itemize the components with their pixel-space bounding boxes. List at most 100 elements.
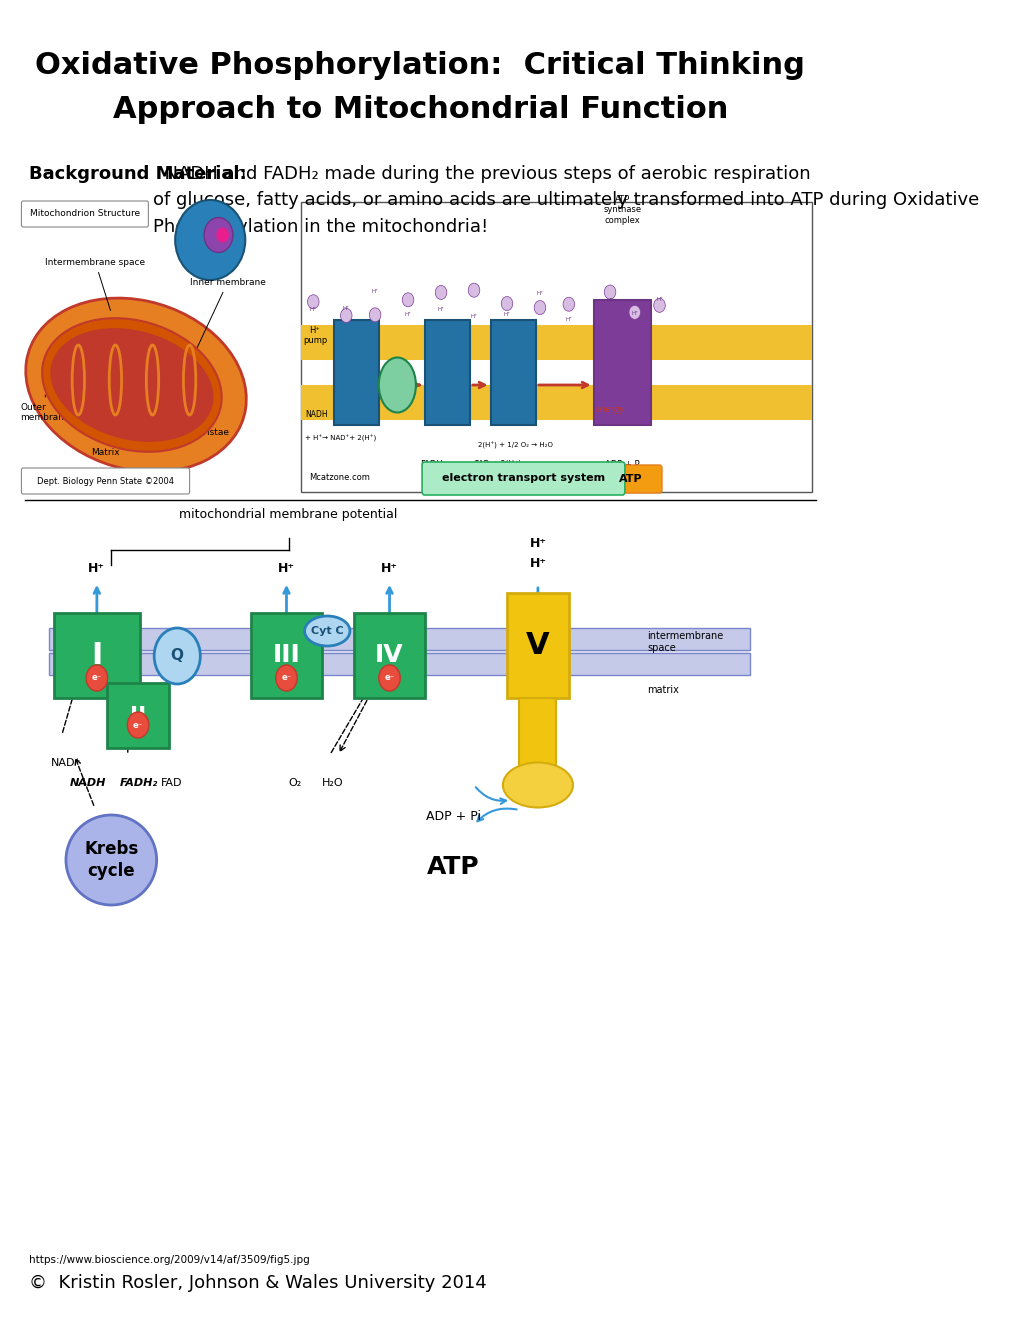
Text: Mcatzone.com: Mcatzone.com xyxy=(309,474,370,483)
Circle shape xyxy=(369,302,380,315)
Ellipse shape xyxy=(66,814,157,906)
Text: NADH: NADH xyxy=(305,411,327,420)
Text: e⁻: e⁻ xyxy=(132,721,143,730)
Circle shape xyxy=(534,285,545,300)
Bar xyxy=(424,319,470,425)
Text: H⁺: H⁺ xyxy=(565,312,572,317)
Ellipse shape xyxy=(378,358,416,412)
Circle shape xyxy=(603,292,615,305)
Circle shape xyxy=(435,312,446,326)
FancyBboxPatch shape xyxy=(21,201,148,227)
Circle shape xyxy=(378,665,399,690)
Text: Cristae: Cristae xyxy=(163,407,229,437)
FancyBboxPatch shape xyxy=(21,469,190,494)
Circle shape xyxy=(307,289,319,304)
Circle shape xyxy=(653,309,664,322)
Text: H⁺
pump: H⁺ pump xyxy=(303,326,327,345)
Text: H⁺: H⁺ xyxy=(437,296,444,301)
Text: H⁺: H⁺ xyxy=(631,317,638,322)
Circle shape xyxy=(154,628,200,684)
Circle shape xyxy=(500,308,513,322)
Ellipse shape xyxy=(305,616,350,645)
Text: IV: IV xyxy=(375,644,404,668)
Text: Q: Q xyxy=(170,648,183,664)
Ellipse shape xyxy=(25,298,246,473)
Text: H⁺: H⁺ xyxy=(371,315,378,319)
Circle shape xyxy=(468,289,479,304)
Circle shape xyxy=(86,665,107,690)
Text: NADH and FADH₂ made during the previous steps of aerobic respiration
of glucose,: NADH and FADH₂ made during the previous … xyxy=(153,165,978,236)
Bar xyxy=(49,649,749,653)
Text: II: II xyxy=(129,705,146,726)
Circle shape xyxy=(340,298,352,313)
Bar xyxy=(506,593,569,698)
Text: Approach to Mitochondrial Function: Approach to Mitochondrial Function xyxy=(113,95,728,124)
Text: intermembrane
space: intermembrane space xyxy=(646,631,722,653)
Ellipse shape xyxy=(50,329,213,442)
Text: e⁻: e⁻ xyxy=(384,673,394,682)
Bar xyxy=(333,319,379,425)
Text: FADH₂: FADH₂ xyxy=(119,777,158,788)
Text: ©  Kristin Rosler, Johnson & Wales University 2014: © Kristin Rosler, Johnson & Wales Univer… xyxy=(29,1274,486,1292)
Text: H⁺: H⁺ xyxy=(278,562,294,576)
Text: H⁺: H⁺ xyxy=(405,298,412,304)
Text: Background Material:: Background Material: xyxy=(29,165,247,183)
Text: Cyt C: Cyt C xyxy=(311,626,343,636)
Bar xyxy=(490,319,535,425)
Text: ATP: ATP xyxy=(427,855,479,879)
Bar xyxy=(301,202,811,492)
Text: + H⁺→ NAD⁺+ 2(H⁺): + H⁺→ NAD⁺+ 2(H⁺) xyxy=(305,434,376,442)
Text: H⁺: H⁺ xyxy=(470,288,477,293)
Ellipse shape xyxy=(42,318,221,451)
Text: Matrix: Matrix xyxy=(91,397,119,457)
Text: Outer
membrane: Outer membrane xyxy=(20,395,70,422)
Text: Intermembrane space: Intermembrane space xyxy=(45,257,146,310)
Text: H⁺: H⁺ xyxy=(536,312,543,317)
Text: Oxidative Phosphorylation:  Critical Thinking: Oxidative Phosphorylation: Critical Thin… xyxy=(36,50,805,79)
Text: https://www.bioscience.org/2009/v14/af/3509/fig5.jpg: https://www.bioscience.org/2009/v14/af/3… xyxy=(29,1255,310,1265)
Text: 2(H⁺) + 1/2 O₂ → H₂O: 2(H⁺) + 1/2 O₂ → H₂O xyxy=(478,441,552,449)
Ellipse shape xyxy=(175,201,245,280)
Text: ADP + Pi: ADP + Pi xyxy=(426,810,480,822)
Text: electron transport system: electron transport system xyxy=(441,473,604,483)
Text: e⁻: e⁻ xyxy=(92,673,102,682)
FancyBboxPatch shape xyxy=(107,682,169,748)
FancyBboxPatch shape xyxy=(252,612,321,698)
Text: H⁺: H⁺ xyxy=(529,557,546,570)
Text: H⁺: H⁺ xyxy=(503,314,510,318)
Text: Mitochondrion Structure: Mitochondrion Structure xyxy=(30,209,140,218)
Text: H⁺: H⁺ xyxy=(381,562,397,576)
Bar xyxy=(49,653,749,675)
Text: Krebs
cycle: Krebs cycle xyxy=(85,840,139,880)
Text: NADH: NADH xyxy=(70,777,106,788)
Ellipse shape xyxy=(216,227,228,243)
Text: O₂: O₂ xyxy=(288,777,302,788)
Text: III: III xyxy=(272,644,300,668)
Text: H⁺: H⁺ xyxy=(89,562,105,576)
Text: energy: energy xyxy=(595,405,624,414)
Ellipse shape xyxy=(502,763,573,808)
Bar xyxy=(519,698,556,770)
Text: H⁺: H⁺ xyxy=(606,310,613,315)
Text: Dept. Biology Penn State ©2004: Dept. Biology Penn State ©2004 xyxy=(37,477,174,486)
Bar xyxy=(301,385,811,420)
Bar xyxy=(301,325,811,360)
Text: FAD: FAD xyxy=(161,777,182,788)
Text: I: I xyxy=(91,642,103,671)
Circle shape xyxy=(562,292,574,305)
Text: FADH₂: FADH₂ xyxy=(420,461,445,470)
Text: ATP
synthase
complex: ATP synthase complex xyxy=(603,195,641,224)
Circle shape xyxy=(275,665,297,690)
Text: H₂O: H₂O xyxy=(321,777,342,788)
Text: H⁺: H⁺ xyxy=(310,292,317,297)
FancyBboxPatch shape xyxy=(54,612,140,698)
Text: NAD⁺: NAD⁺ xyxy=(51,758,82,768)
Circle shape xyxy=(629,305,640,318)
Bar xyxy=(49,628,749,649)
Circle shape xyxy=(401,308,414,322)
Text: H⁺: H⁺ xyxy=(529,537,546,550)
Bar xyxy=(593,300,650,425)
Text: Inner membrane: Inner membrane xyxy=(190,279,265,352)
Text: H⁺: H⁺ xyxy=(342,292,350,297)
Text: → FAD + 2(H⁺): → FAD + 2(H⁺) xyxy=(466,461,521,470)
